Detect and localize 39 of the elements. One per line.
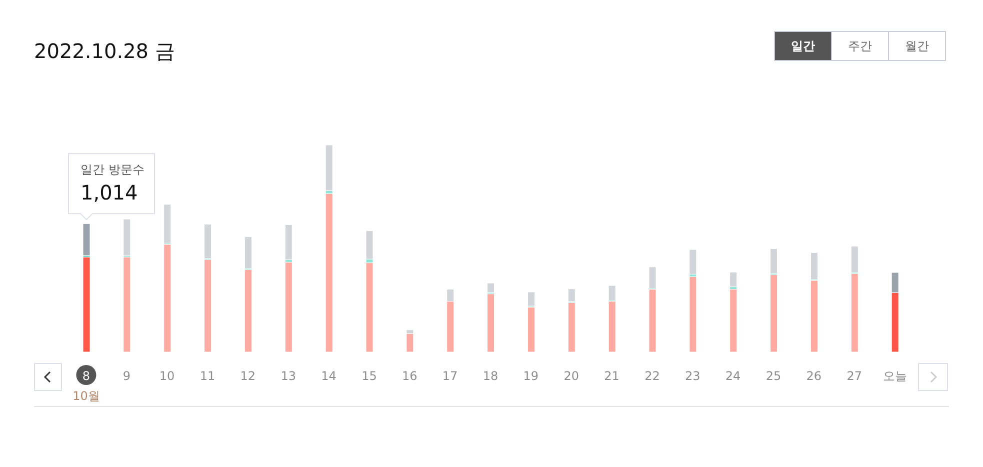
bar bbox=[325, 193, 333, 352]
x-tick-label: 16 bbox=[402, 369, 418, 383]
bar bbox=[325, 145, 333, 191]
x-tick-label: 8 bbox=[82, 369, 90, 383]
chart-title: 2022.10.28 금 bbox=[34, 38, 175, 65]
x-tick-label: 12 bbox=[240, 369, 256, 383]
x-tick-label: 25 bbox=[766, 369, 782, 383]
bar bbox=[730, 272, 738, 288]
x-tick-label: 26 bbox=[806, 369, 822, 383]
x-tick-label: 9 bbox=[122, 369, 130, 383]
bar bbox=[730, 289, 738, 352]
x-tick-label: 13 bbox=[280, 369, 296, 383]
x-tick-label: 24 bbox=[725, 369, 741, 383]
bar bbox=[284, 262, 292, 352]
x-tick-label: 21 bbox=[604, 369, 620, 383]
text: 일간 bbox=[774, 31, 832, 61]
annotation: 일간 방문수 bbox=[80, 162, 144, 177]
text: 주간 bbox=[831, 31, 889, 61]
text: 월간 bbox=[888, 31, 946, 61]
x-tick-label: 10 bbox=[159, 369, 175, 383]
x-tick-label: 18 bbox=[482, 369, 498, 383]
x-tick-label: 23 bbox=[685, 369, 700, 383]
x-tick-label: 17 bbox=[442, 369, 458, 383]
bar bbox=[689, 276, 697, 352]
x-tick-label: 14 bbox=[321, 369, 336, 383]
bar bbox=[406, 333, 414, 352]
bar bbox=[284, 224, 292, 260]
bar bbox=[366, 230, 374, 260]
x-tick-label: 오늘 bbox=[882, 369, 907, 383]
x-tick-label: 22 bbox=[644, 369, 660, 383]
bar bbox=[689, 249, 697, 274]
x-tick-label: 27 bbox=[846, 369, 862, 383]
x-tick-label: 15 bbox=[362, 369, 377, 383]
annotation: 1,014 bbox=[80, 180, 138, 205]
text: 10월 bbox=[72, 389, 100, 403]
x-tick-label: 20 bbox=[564, 369, 579, 383]
x-tick-label: 11 bbox=[200, 369, 216, 383]
bar bbox=[366, 262, 374, 352]
x-tick-label: 19 bbox=[523, 369, 539, 383]
